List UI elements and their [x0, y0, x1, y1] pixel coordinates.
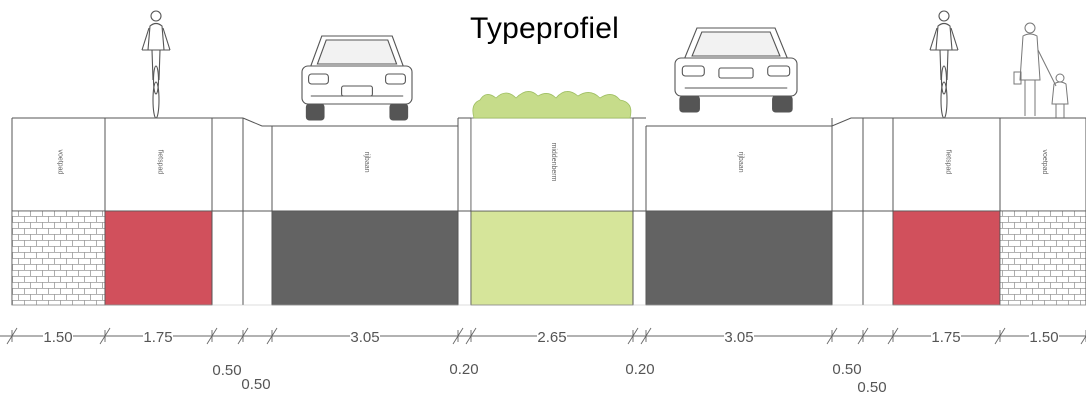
diagram-title: Typeprofiel	[470, 12, 619, 45]
profile-line-right	[646, 117, 1086, 127]
dimension-label-bg	[143, 332, 173, 340]
dimension-label: 0.20	[625, 361, 654, 378]
lane-plan-paving	[999, 210, 1086, 306]
dimension-label: 0.50	[832, 361, 861, 378]
dimension-tick	[1080, 335, 1086, 345]
dimension-label: 3.05	[724, 329, 753, 346]
dimension-label-bg	[724, 332, 754, 340]
lane-plan-rijbaan	[271, 210, 459, 306]
dimension-label-bg	[43, 332, 73, 340]
hedge-icon	[472, 91, 632, 119]
cyclist-icon	[141, 10, 171, 119]
lane-label-fietspad: fietspad	[945, 150, 952, 175]
dimension-label: 1.75	[931, 329, 960, 346]
lane-label-fietspad: fietspad	[157, 150, 164, 175]
dimension-label: 0.50	[241, 376, 270, 393]
dimension-label: 3.05	[350, 329, 379, 346]
dimension-label: 1.50	[43, 329, 72, 346]
car-front-icon	[301, 35, 413, 121]
lane-plan-fietspad	[892, 210, 1001, 306]
dimension-label: 1.50	[1029, 329, 1058, 346]
dimension-label-bg	[1029, 332, 1059, 340]
lane-label-rijbaan: rijbaan	[737, 151, 744, 172]
profile-line-left	[12, 117, 458, 127]
dimension-label: 2.65	[537, 329, 566, 346]
lane-label-voetpad: voetpad	[57, 150, 64, 175]
lane-plan-middenberm	[470, 210, 634, 306]
dimension-label: 0.20	[449, 361, 478, 378]
cyclist-icon	[929, 10, 959, 119]
lane-label-rijbaan: rijbaan	[363, 151, 370, 172]
dimension-label-bg	[350, 332, 380, 340]
pedestrian-family-icon	[1013, 22, 1069, 118]
dimension-label-bg	[537, 332, 567, 340]
lane-plan-fietspad	[104, 210, 213, 306]
dimension-label: 0.50	[212, 362, 241, 379]
dimension-label: 0.50	[857, 379, 886, 395]
median-section-box	[470, 117, 634, 212]
lane-plan-rijbaan	[645, 210, 833, 306]
lane-plan-paving	[11, 210, 106, 306]
lane-label-middenberm: middenberm	[550, 143, 557, 182]
car-rear-icon	[674, 27, 798, 113]
dimension-label: 1.75	[143, 329, 172, 346]
dimension-label-bg	[931, 332, 961, 340]
lane-label-voetpad: voetpad	[1041, 150, 1048, 175]
